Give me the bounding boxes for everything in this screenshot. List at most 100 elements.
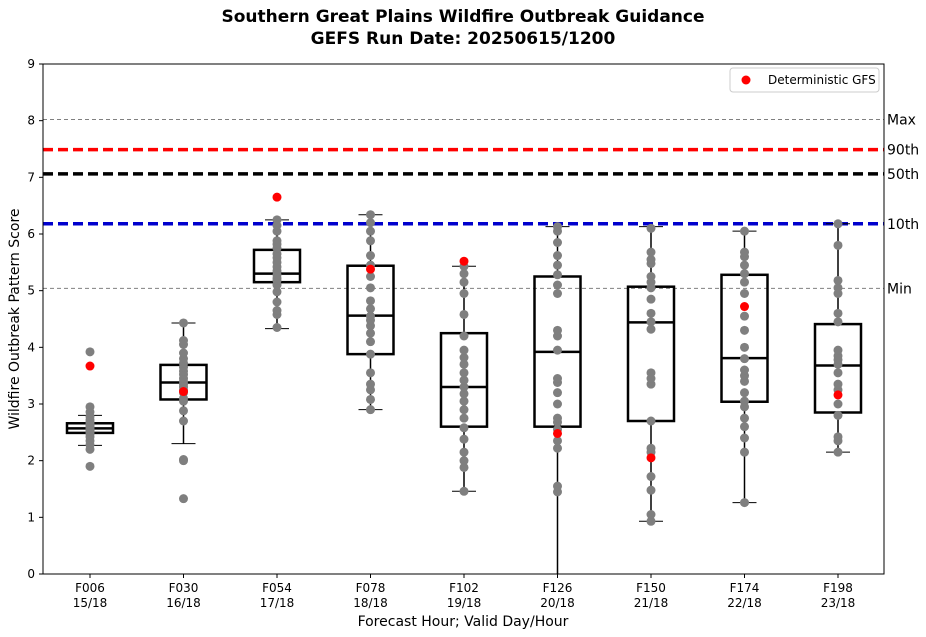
member-point: [179, 494, 188, 504]
member-point: [85, 461, 95, 471]
member-point: [553, 374, 562, 383]
member-point: [740, 388, 749, 398]
y-axis-label: Wildfire Outbreak Pattern Score: [7, 208, 23, 429]
deterministic-point: [85, 361, 95, 371]
member-point: [459, 462, 469, 472]
member-point: [553, 251, 562, 261]
ref-label-min: Min: [887, 281, 912, 297]
member-point: [740, 433, 749, 443]
member-point: [366, 349, 375, 359]
member-point: [85, 402, 95, 412]
member-point: [366, 226, 375, 236]
member-point: [740, 226, 749, 236]
member-point: [179, 336, 188, 346]
member-point: [553, 399, 562, 409]
member-point: [272, 287, 282, 297]
member-point: [459, 456, 469, 466]
member-point: [553, 238, 562, 247]
deterministic-point: [740, 302, 749, 312]
member-point: [459, 331, 469, 341]
x-tick-label-valid: 23/18: [821, 596, 856, 610]
member-point: [740, 342, 749, 352]
y-tick-label: 6: [27, 227, 35, 241]
member-point: [740, 289, 749, 298]
member-point: [459, 309, 469, 319]
member-point: [272, 236, 282, 246]
member-point: [646, 368, 656, 378]
deterministic-point: [459, 256, 469, 266]
member-point: [366, 296, 375, 306]
member-point: [366, 405, 375, 415]
member-point: [646, 255, 656, 264]
chart-subtitle: GEFS Run Date: 20250615/1200: [311, 29, 616, 49]
member-point: [366, 251, 375, 261]
member-point: [366, 311, 375, 321]
member-point: [459, 405, 469, 415]
member-point: [459, 413, 469, 423]
member-point: [553, 260, 562, 270]
x-tick-label-valid: 22/18: [727, 596, 762, 610]
x-tick-label-valid: 17/18: [260, 596, 295, 610]
member-point: [740, 422, 749, 432]
member-point: [179, 406, 188, 416]
member-point: [272, 306, 282, 315]
member-point: [553, 270, 562, 280]
member-point: [833, 283, 843, 293]
member-point: [646, 416, 656, 426]
member-point: [740, 277, 749, 287]
member-point: [179, 455, 188, 465]
ref-label-10th: 10th: [887, 217, 919, 233]
y-tick-label: 4: [27, 340, 35, 354]
member-point: [833, 379, 843, 389]
member-point: [646, 294, 656, 304]
x-tick-label-hour: F078: [356, 581, 386, 595]
y-tick-label: 8: [27, 114, 35, 128]
member-point: [646, 308, 656, 318]
x-tick-label-hour: F150: [636, 581, 666, 595]
x-tick-label-hour: F174: [730, 581, 760, 595]
deterministic-point: [833, 390, 843, 400]
ref-label-max: Max: [887, 113, 916, 129]
member-point: [366, 368, 375, 378]
x-tick-label-hour: F102: [449, 581, 479, 595]
member-point: [646, 272, 656, 281]
member-point: [553, 280, 562, 290]
y-tick-label: 9: [27, 57, 35, 71]
member-point: [459, 359, 469, 369]
member-point: [833, 275, 843, 285]
member-point: [366, 272, 375, 281]
member-point: [366, 394, 375, 404]
x-tick-label-valid: 20/18: [540, 596, 575, 610]
member-point: [459, 389, 469, 399]
member-point: [833, 399, 843, 409]
member-point: [740, 354, 749, 364]
legend-box: [729, 67, 880, 93]
member-point: [646, 247, 656, 257]
member-point: [553, 289, 562, 298]
member-point: [740, 325, 749, 335]
member-point: [646, 472, 656, 482]
member-point: [366, 337, 375, 347]
member-point: [459, 289, 469, 298]
x-tick-label-valid: 19/18: [447, 596, 482, 610]
deterministic-point: [366, 264, 375, 274]
member-point: [740, 365, 749, 375]
member-point: [179, 416, 188, 426]
member-point: [272, 297, 282, 307]
y-tick-label: 0: [27, 567, 35, 581]
deterministic-point: [553, 428, 562, 438]
member-point: [366, 210, 375, 220]
member-point: [740, 413, 749, 423]
x-tick-label-valid: 18/18: [353, 596, 388, 610]
member-point: [272, 215, 282, 225]
x-tick-label-valid: 15/18: [73, 596, 108, 610]
member-point: [646, 324, 656, 334]
member-point: [833, 368, 843, 378]
x-tick-label-hour: F030: [169, 581, 199, 595]
member-point: [459, 375, 469, 385]
member-point: [459, 447, 469, 457]
member-point: [833, 317, 843, 327]
member-point: [85, 347, 95, 357]
x-tick-label-hour: F198: [823, 581, 853, 595]
